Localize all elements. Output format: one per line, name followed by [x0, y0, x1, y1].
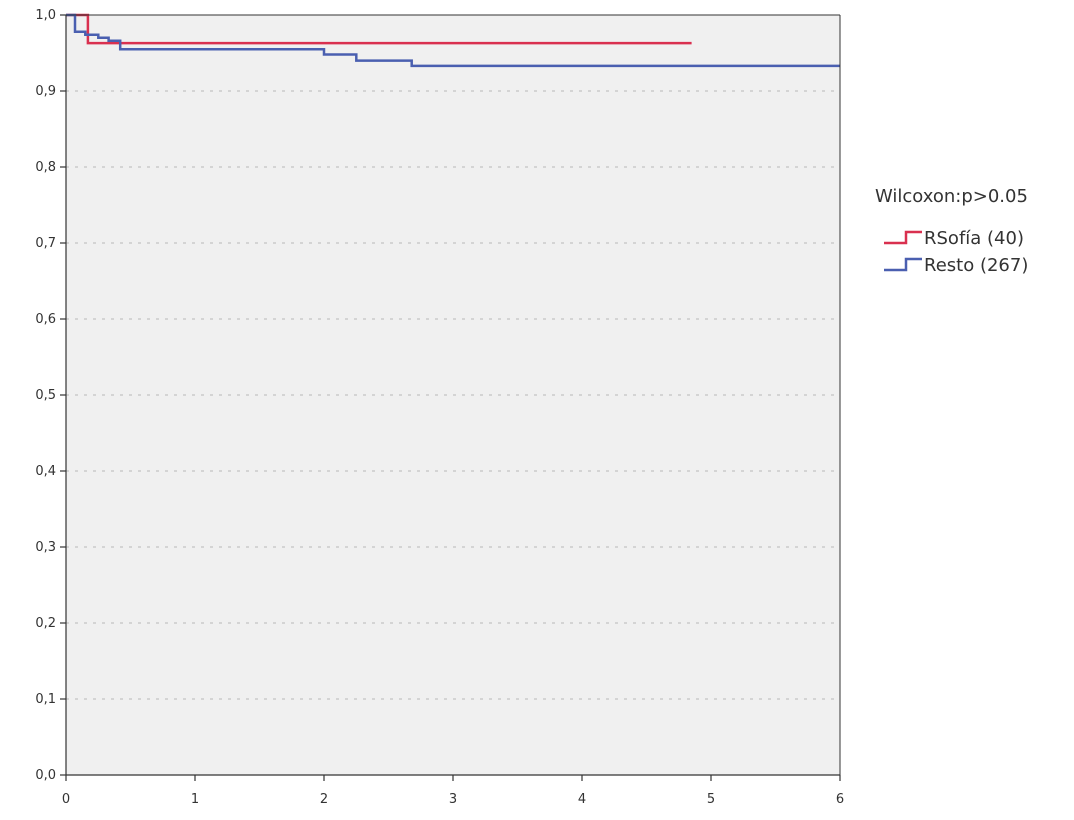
axes: 0,0 0,1 0,2 0,3 0,4 0,5 0,6 0,7 0,8 0,9 1,0 0 1 2 3 4 5 6	[35, 8, 844, 807]
x-tick-label: 6	[836, 792, 844, 807]
legend-label-rsofia: RSofía (40)	[924, 228, 1024, 249]
gridlines	[66, 90, 840, 700]
x-tick-label: 4	[578, 792, 586, 807]
x-tick-label: 0	[62, 792, 70, 807]
legend: Wilcoxon:p>0.05 RSofía (40) Resto (267)	[875, 186, 1028, 276]
y-tick-label: 0,8	[35, 160, 56, 175]
legend-swatch-resto	[884, 257, 922, 272]
y-tick-label: 0,5	[35, 388, 56, 403]
x-tick-label: 2	[320, 792, 328, 807]
series-line-resto	[66, 13, 840, 68]
legend-swatch-rsofia	[884, 230, 922, 245]
x-tick-label: 3	[449, 792, 457, 807]
y-tick-label: 0,6	[35, 312, 56, 327]
y-tick-label: 1,0	[35, 8, 56, 23]
y-tick-label: 0,2	[35, 616, 56, 631]
y-tick-label: 0,1	[35, 692, 56, 707]
y-tick-label: 0,0	[35, 768, 56, 783]
legend-label-resto: Resto (267)	[924, 255, 1028, 276]
y-tick-label: 0,4	[35, 464, 56, 479]
y-tick-label: 0,3	[35, 540, 56, 555]
y-tick-label: 0,7	[35, 236, 56, 251]
y-tick-label: 0,9	[35, 84, 56, 99]
x-tick-label: 1	[191, 792, 199, 807]
legend-title: Wilcoxon:p>0.05	[875, 186, 1028, 207]
x-tick-label: 5	[707, 792, 715, 807]
